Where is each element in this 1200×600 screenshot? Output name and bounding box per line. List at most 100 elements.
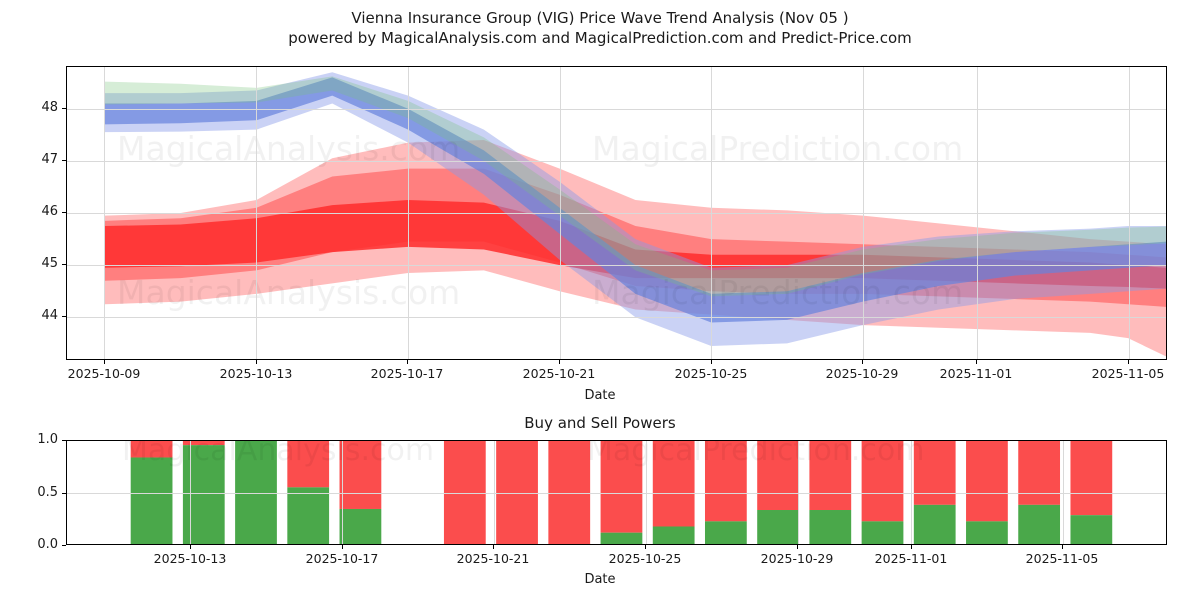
buy-sell-title: Buy and Sell Powers xyxy=(524,414,676,432)
title-line-2: powered by MagicalAnalysis.com and Magic… xyxy=(288,29,912,47)
main-ytick-44: 44 xyxy=(41,308,58,323)
main-xtick-label-3: 2025-10-17 xyxy=(370,366,444,381)
buy-power-bar xyxy=(1070,515,1113,544)
gridline-y-48 xyxy=(67,109,1166,111)
main-xtickmark-5 xyxy=(711,360,712,364)
sell-power-bar xyxy=(182,441,225,446)
buy-power-bar xyxy=(913,504,956,544)
bottom-ytickmark-10 xyxy=(62,440,66,441)
bottom-gridline-x-3 xyxy=(494,441,495,544)
main-xtick-label-2: 2025-10-13 xyxy=(219,366,293,381)
bottom-xtick-label-2: 2025-10-17 xyxy=(305,551,379,566)
main-ytickmark-45 xyxy=(62,264,66,265)
gridline-x-1 xyxy=(104,67,106,359)
main-ytickmark-46 xyxy=(62,212,66,213)
main-xtickmark-1 xyxy=(104,360,105,364)
bottom-xtickmark-1 xyxy=(190,545,191,549)
gridline-y-47 xyxy=(67,161,1166,163)
main-xtick-label-5: 2025-10-25 xyxy=(674,366,748,381)
main-ytick-48: 48 xyxy=(41,100,58,115)
bottom-ytickmark-00 xyxy=(62,545,66,546)
sell-power-bar xyxy=(652,441,695,527)
bottom-xlabel: Date xyxy=(584,572,616,587)
buy-power-bar xyxy=(809,510,852,544)
buy-sell-chart: MagicalAnalysis.com MagicalPrediction.co… xyxy=(66,440,1167,545)
sell-power-bar xyxy=(1070,441,1113,516)
gridline-y-46 xyxy=(67,213,1166,215)
price-wave-chart: MagicalAnalysis.com MagicalPrediction.co… xyxy=(66,66,1167,360)
main-xtickmark-6 xyxy=(862,360,863,364)
bottom-gridline-x-4 xyxy=(645,441,647,544)
sell-power-bar xyxy=(966,441,1008,522)
buy-power-bar xyxy=(339,508,382,544)
main-xtick-label-1: 2025-10-09 xyxy=(67,366,141,381)
sell-power-bar xyxy=(809,441,852,511)
gridline-x-4 xyxy=(559,67,561,359)
sell-power-bar xyxy=(861,441,904,522)
buy-power-bar xyxy=(287,487,330,544)
main-xlabel: Date xyxy=(584,388,616,403)
buy-power-bar xyxy=(704,521,747,544)
main-ytickmark-44 xyxy=(62,316,66,317)
main-xtickmark-8 xyxy=(1128,360,1129,364)
bottom-gridline-x-6 xyxy=(911,441,913,544)
gridline-x-5 xyxy=(711,67,713,359)
bottom-xtick-label-3: 2025-10-21 xyxy=(456,551,530,566)
sell-power-bar xyxy=(1018,441,1061,505)
main-xtickmark-2 xyxy=(256,360,257,364)
gridline-signal-05 xyxy=(67,492,1166,494)
gridline-x-7 xyxy=(977,67,978,359)
buy-power-bar xyxy=(182,445,225,544)
buy-power-bar xyxy=(652,526,695,544)
bottom-ytick-05: 0.5 xyxy=(37,484,58,500)
main-ytickmark-48 xyxy=(62,108,66,109)
sell-power-bar xyxy=(704,441,747,522)
bottom-xtick-label-6: 2025-11-01 xyxy=(874,551,948,566)
bottom-gridline-x-5 xyxy=(797,441,799,544)
wave-bands xyxy=(104,72,1166,357)
main-ytick-45: 45 xyxy=(41,256,58,271)
sell-power-bar xyxy=(600,441,643,533)
bottom-xtickmark-5 xyxy=(797,545,798,549)
main-xtickmark-4 xyxy=(559,360,560,364)
bottom-xtickmark-7 xyxy=(1062,545,1063,549)
main-ytick-47: 47 xyxy=(41,152,58,167)
bottom-xtickmark-2 xyxy=(342,545,343,549)
bottom-xtick-label-5: 2025-10-29 xyxy=(760,551,834,566)
sell-power-bar xyxy=(130,441,173,458)
bottom-ytick-10: 1.0 xyxy=(37,432,58,447)
main-xtick-label-7: 2025-11-01 xyxy=(939,366,1013,381)
wave-band-green-band xyxy=(104,76,1166,297)
main-xtickmark-7 xyxy=(976,360,977,364)
bottom-xtick-label-4: 2025-10-25 xyxy=(608,551,682,566)
sell-power-bar xyxy=(913,441,956,505)
bottom-ytick-00: 0.0 xyxy=(37,537,58,552)
main-ytick-46: 46 xyxy=(41,204,58,219)
bottom-xtick-label-1: 2025-10-13 xyxy=(153,551,227,566)
bottom-xtickmark-3 xyxy=(493,545,494,549)
buy-power-bar xyxy=(600,532,643,544)
buy-power-bar xyxy=(757,510,799,544)
wave-band-blue-upper-band xyxy=(104,77,1166,323)
title-line-1: Vienna Insurance Group (VIG) Price Wave … xyxy=(351,9,849,27)
bottom-gridline-x-1 xyxy=(190,441,192,544)
main-xtick-label-4: 2025-10-21 xyxy=(522,366,596,381)
wave-band-blue-outer-band xyxy=(104,72,1166,346)
main-xtickmark-3 xyxy=(407,360,408,364)
buy-power-bar xyxy=(861,521,904,544)
buy-power-bar xyxy=(966,521,1008,544)
gridline-x-6 xyxy=(863,67,865,359)
gridline-x-3 xyxy=(407,67,409,359)
gridline-y-44 xyxy=(67,317,1166,318)
main-xtick-label-6: 2025-10-29 xyxy=(825,366,899,381)
buy-power-bar xyxy=(1018,504,1061,544)
sell-power-bar xyxy=(339,441,382,509)
gridline-y-45 xyxy=(67,265,1166,267)
bottom-gridline-x-7 xyxy=(1063,441,1065,544)
buy-power-bar xyxy=(130,457,173,544)
sell-power-bar xyxy=(757,441,799,511)
main-xtick-label-8: 2025-11-05 xyxy=(1091,366,1165,381)
bottom-xtickmark-4 xyxy=(645,545,646,549)
main-ytickmark-47 xyxy=(62,160,66,161)
